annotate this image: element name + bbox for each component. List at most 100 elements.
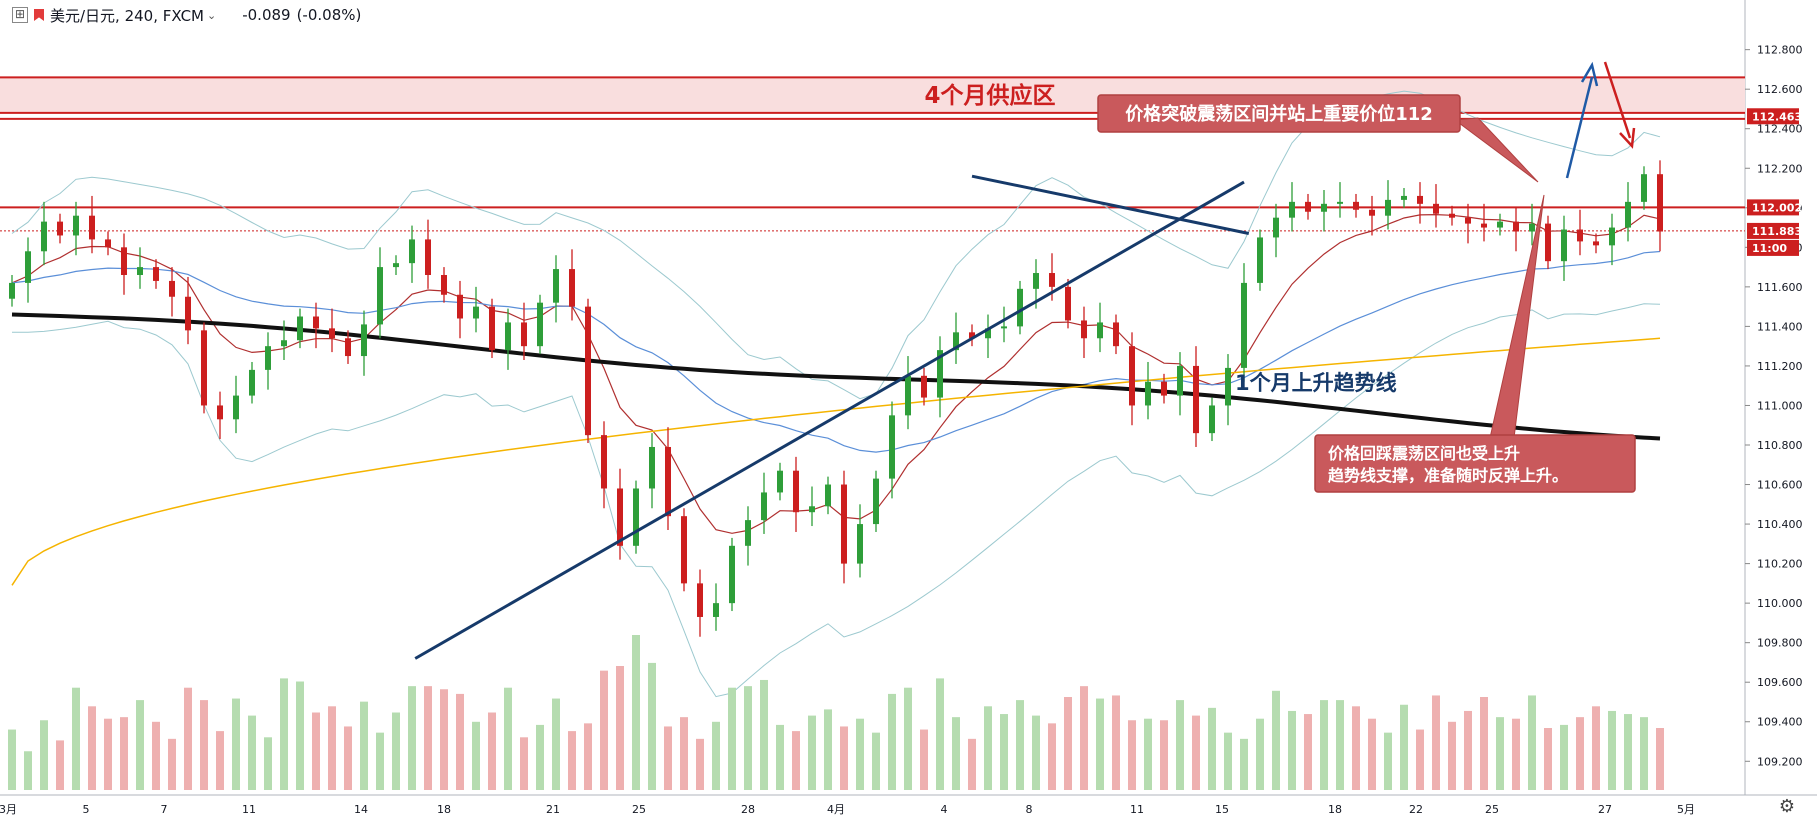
candle bbox=[89, 215, 95, 240]
volume-bar bbox=[648, 662, 656, 790]
volume-bar bbox=[1128, 720, 1136, 790]
candle bbox=[1033, 273, 1039, 289]
y-tick-label: 110.000 bbox=[1757, 597, 1803, 610]
volume-bar bbox=[1416, 729, 1424, 790]
moving-average-blue bbox=[11, 250, 1661, 453]
volume-bar bbox=[552, 698, 560, 790]
volume-bar bbox=[88, 706, 96, 790]
candle bbox=[841, 484, 847, 564]
volume-bar bbox=[936, 678, 944, 790]
candle bbox=[505, 322, 511, 351]
volume-bar bbox=[1288, 710, 1296, 790]
volume-bar bbox=[1384, 732, 1392, 790]
volume-bar bbox=[1256, 718, 1264, 790]
candle bbox=[1113, 322, 1119, 347]
volume-bar bbox=[1032, 715, 1040, 790]
volume-bar bbox=[1272, 690, 1280, 790]
candle bbox=[1385, 199, 1391, 216]
candle bbox=[1593, 241, 1599, 246]
y-tick-label: 109.800 bbox=[1757, 637, 1803, 650]
volume-bar bbox=[712, 721, 720, 790]
volume-bar bbox=[456, 693, 464, 790]
supply-zone bbox=[0, 77, 1745, 113]
candle bbox=[1017, 288, 1023, 327]
volume-bar bbox=[920, 729, 928, 790]
volume-bar bbox=[760, 679, 768, 790]
chevron-down-icon[interactable]: ⌄ bbox=[207, 8, 217, 22]
candle bbox=[345, 338, 351, 357]
volume-bar bbox=[24, 751, 32, 790]
volume-bar bbox=[424, 686, 432, 790]
candle bbox=[1417, 195, 1423, 204]
arrow-head-up bbox=[1580, 61, 1599, 87]
candle bbox=[1193, 365, 1199, 434]
volume-bar bbox=[1432, 695, 1440, 790]
volume-bar bbox=[1656, 728, 1664, 790]
candle bbox=[1353, 201, 1359, 210]
volume-bar bbox=[56, 740, 64, 790]
volume-bar bbox=[1336, 700, 1344, 790]
candle bbox=[1305, 201, 1311, 212]
candle bbox=[937, 350, 943, 398]
volume-bar bbox=[600, 670, 608, 790]
volume-bar bbox=[568, 731, 576, 790]
volume-bar bbox=[200, 700, 208, 790]
volume-bar bbox=[184, 687, 192, 790]
volume-bar bbox=[872, 732, 880, 790]
candle bbox=[1097, 322, 1103, 339]
candle bbox=[1545, 223, 1551, 262]
gear-icon[interactable]: ⚙ bbox=[1778, 796, 1795, 817]
candle bbox=[457, 294, 463, 319]
callout-pointer-1 bbox=[1453, 117, 1539, 183]
candle bbox=[1289, 201, 1295, 218]
candle bbox=[905, 375, 911, 416]
candle bbox=[297, 316, 303, 341]
volume-bar bbox=[968, 738, 976, 790]
x-tick-label: 25 bbox=[632, 803, 646, 816]
volume-bar bbox=[312, 712, 320, 790]
volume-bar bbox=[856, 718, 864, 790]
volume-bar bbox=[696, 738, 704, 790]
y-tick-label: 110.800 bbox=[1757, 439, 1803, 452]
volume-bar bbox=[1240, 738, 1248, 790]
candle bbox=[1161, 381, 1167, 396]
volume-bar bbox=[584, 723, 592, 790]
collapse-icon[interactable]: ⊞ bbox=[12, 7, 28, 23]
symbol-label[interactable]: 美元/日元, 240, FXCM bbox=[50, 6, 204, 25]
range-top-line bbox=[971, 174, 1250, 235]
candle bbox=[1145, 381, 1151, 406]
candle bbox=[201, 330, 207, 406]
candle bbox=[697, 583, 703, 617]
volume-bar bbox=[776, 724, 784, 790]
volume-bar bbox=[488, 712, 496, 790]
volume-bar bbox=[1464, 710, 1472, 790]
candle bbox=[25, 251, 31, 283]
price-label-box bbox=[1747, 239, 1799, 256]
candle bbox=[1129, 346, 1135, 406]
candle bbox=[1449, 213, 1455, 218]
y-tick-label: 109.600 bbox=[1757, 676, 1803, 689]
volume-bar bbox=[296, 681, 304, 790]
x-tick-label: 28 bbox=[741, 803, 755, 816]
candle bbox=[553, 269, 559, 303]
volume-bar bbox=[8, 729, 16, 790]
candle bbox=[681, 516, 687, 584]
volume-bar bbox=[40, 720, 48, 790]
candle bbox=[121, 247, 127, 275]
y-tick-label: 111.200 bbox=[1757, 360, 1803, 373]
volume-bar bbox=[904, 687, 912, 790]
candle bbox=[1337, 201, 1343, 204]
candle bbox=[137, 267, 143, 275]
volume-bar bbox=[344, 726, 352, 790]
volume-bar bbox=[1160, 720, 1168, 790]
candle bbox=[745, 520, 751, 546]
volume-bar bbox=[888, 693, 896, 790]
candle bbox=[1513, 221, 1519, 232]
volume-bar bbox=[1048, 723, 1056, 790]
candle bbox=[1001, 326, 1007, 329]
x-tick-label: 14 bbox=[354, 803, 368, 816]
candle bbox=[185, 296, 191, 331]
candle bbox=[601, 435, 607, 489]
volume-bar bbox=[744, 686, 752, 790]
